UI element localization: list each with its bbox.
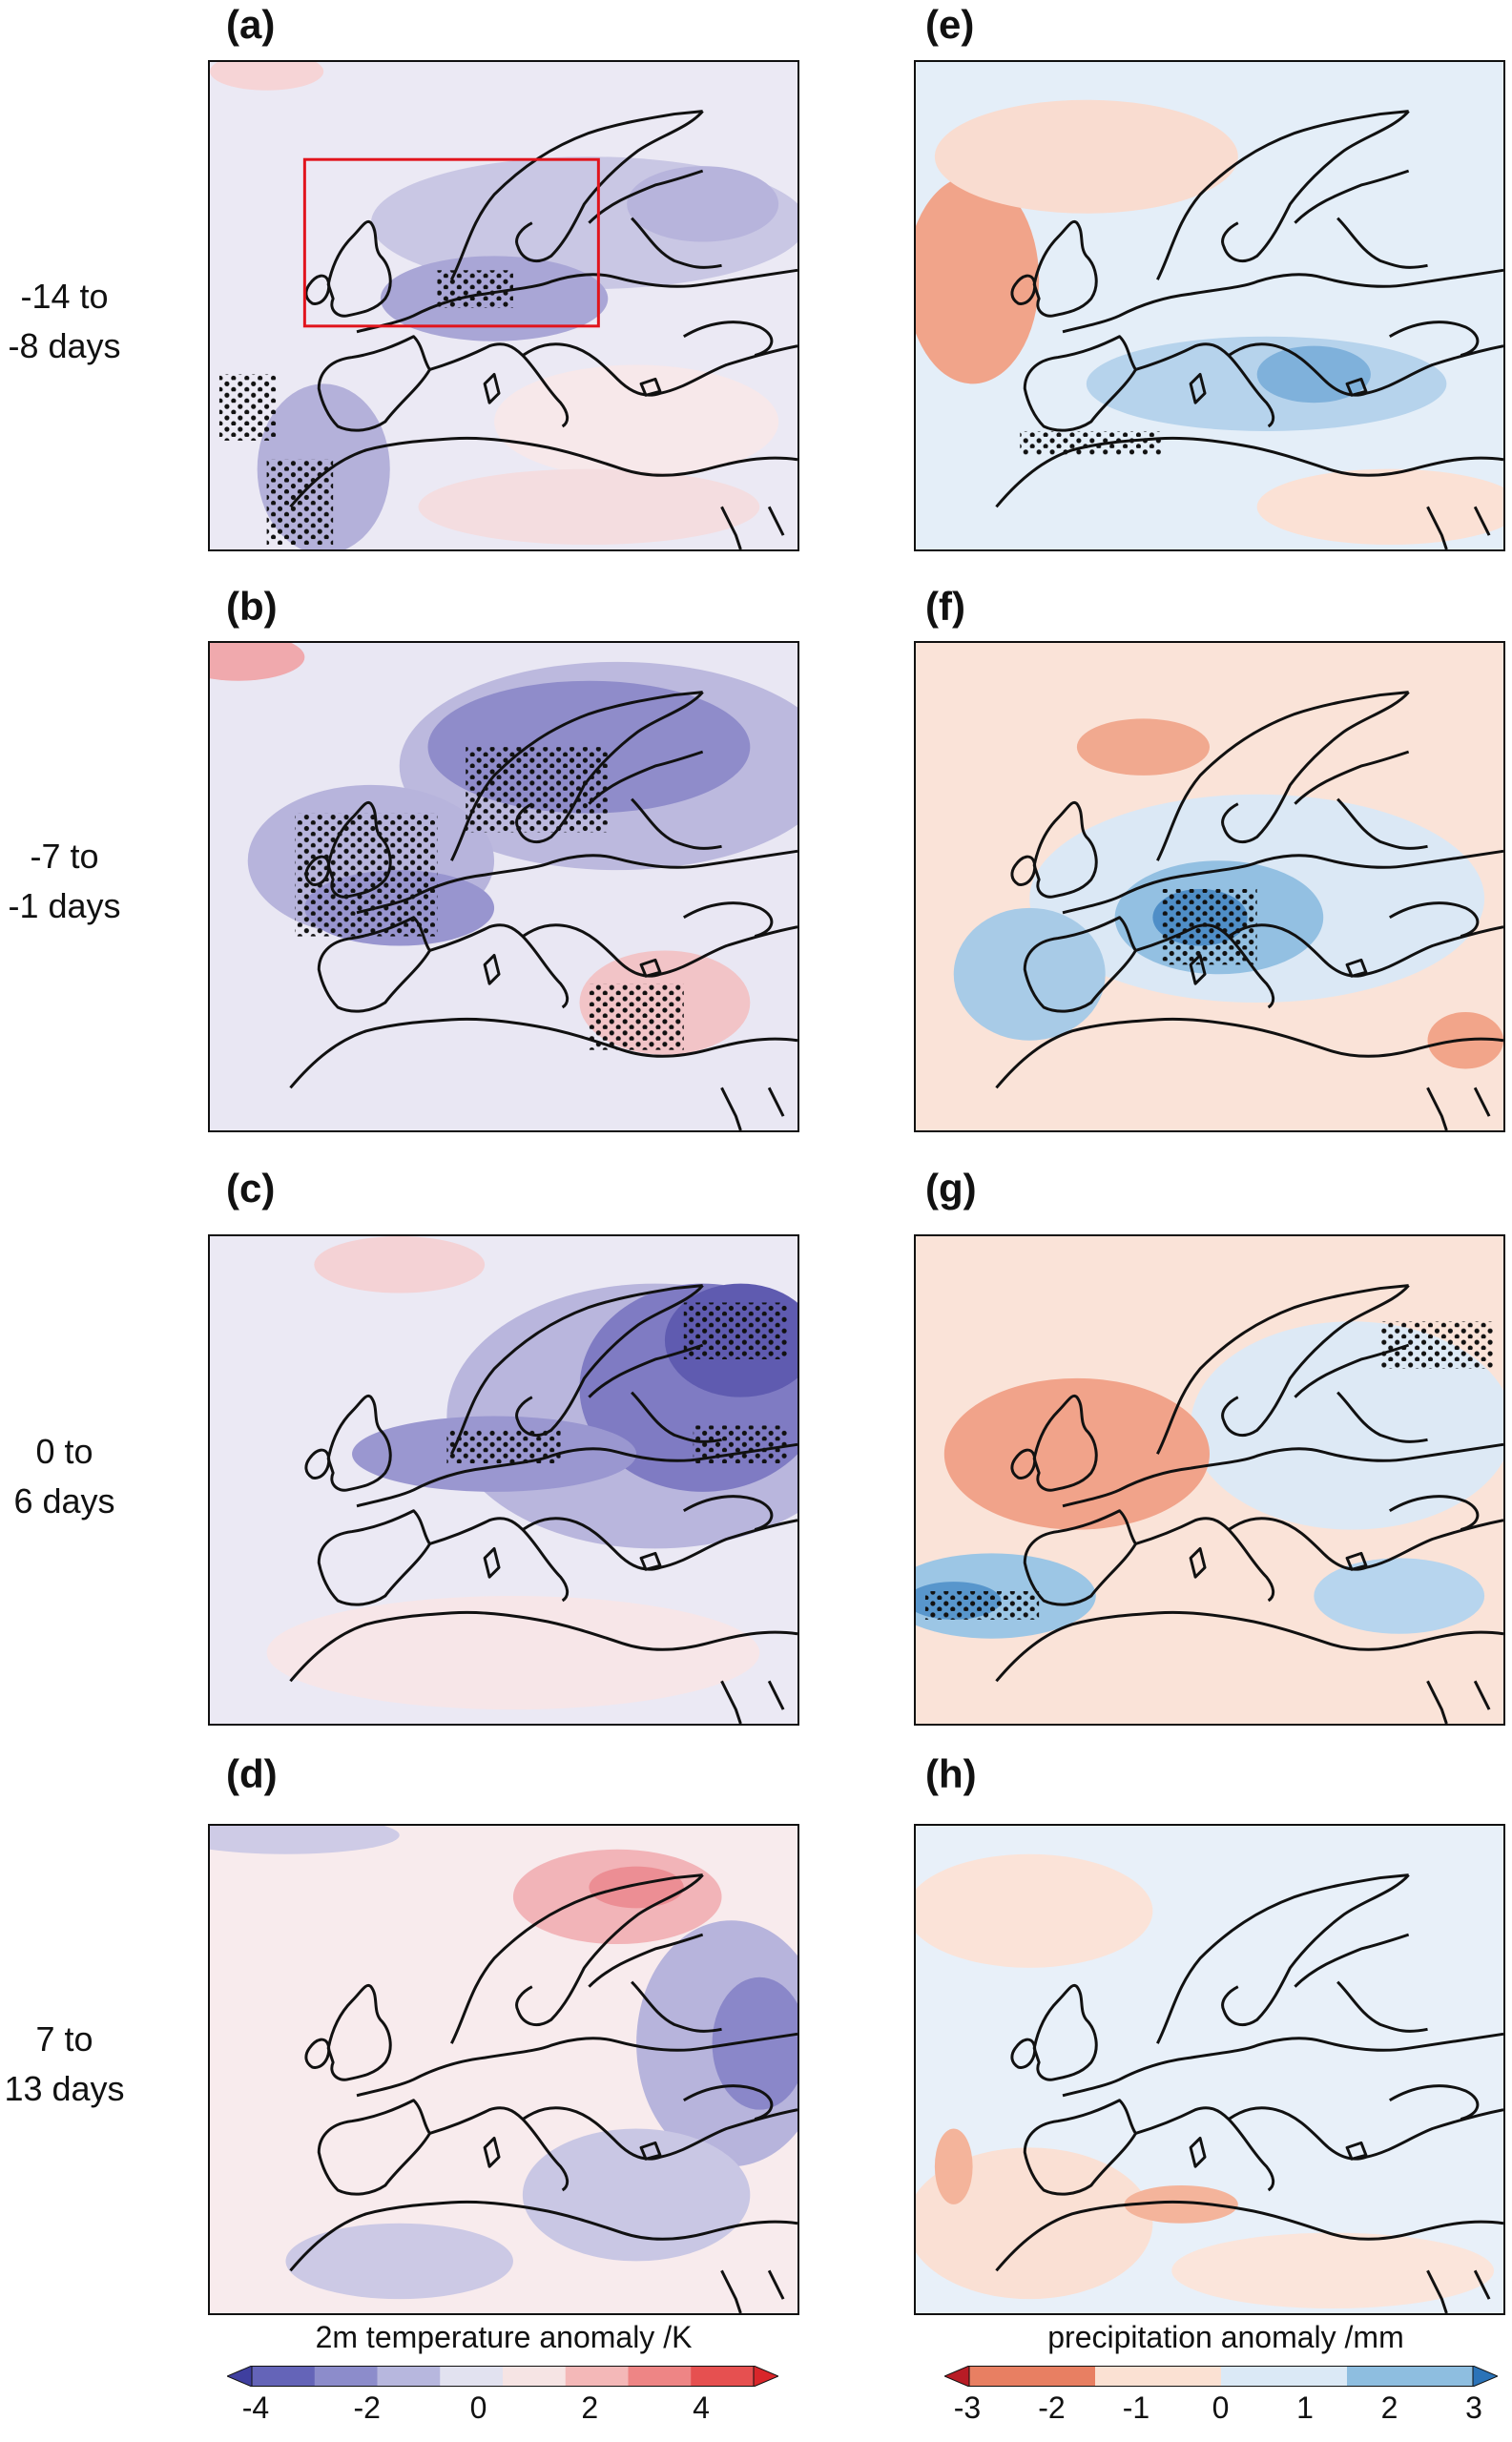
temperature-colorbar-title: 2m temperature anomaly /K xyxy=(315,2320,693,2354)
colorbar-tick-label: -2 xyxy=(1038,2390,1066,2425)
colorbar-segment xyxy=(969,2366,1096,2387)
map-panel-g xyxy=(914,1234,1505,1726)
colorbar-tick-label: -3 xyxy=(953,2390,982,2425)
colorbar-extend-low xyxy=(225,2365,253,2388)
colorbar-segment xyxy=(503,2366,567,2387)
map-panel-h xyxy=(914,1824,1505,2315)
row-label-1: -14 to -8 days xyxy=(8,277,121,365)
colorbar-extend-low xyxy=(942,2365,970,2388)
precipitation-colorbar xyxy=(942,2365,1500,2388)
colorbar-segment xyxy=(1221,2366,1348,2387)
colorbar-tick-label: 1 xyxy=(1296,2390,1314,2425)
temperature-colorbar-ticks: -4 -2 0 2 4 xyxy=(0,2390,1512,2438)
map-panel-b xyxy=(208,641,799,1132)
colorbar-tick-label: 3 xyxy=(1465,2390,1482,2425)
colorbar-segment xyxy=(314,2366,378,2387)
colorbar-tick-label: 2 xyxy=(1380,2390,1398,2425)
colorbar-tick-label: -1 xyxy=(1122,2390,1150,2425)
colorbar-tick-label: 4 xyxy=(693,2390,710,2425)
colorbar-tick-label: -4 xyxy=(241,2390,270,2425)
panel-label-b: (b) xyxy=(226,584,278,629)
colorbar-tick-label: 0 xyxy=(1212,2390,1230,2425)
colorbar-segment xyxy=(565,2366,629,2387)
colorbar-tick-label: -2 xyxy=(353,2390,381,2425)
colorbar-segment xyxy=(1095,2366,1222,2387)
colorbar-segment xyxy=(628,2366,692,2387)
panel-label-a: (a) xyxy=(226,2,276,47)
panel-label-d: (d) xyxy=(226,1751,278,1796)
row-label-4: 7 to 13 days xyxy=(4,2019,125,2108)
map-panel-a xyxy=(208,60,799,551)
row-label-2: -7 to -1 days xyxy=(8,837,121,925)
colorbar-segment xyxy=(377,2366,441,2387)
highlight-box xyxy=(302,157,600,328)
colorbar-segment xyxy=(1347,2366,1474,2387)
map-panel-f xyxy=(914,641,1505,1132)
colorbar-segment xyxy=(252,2366,316,2387)
colorbar-extend-high xyxy=(753,2365,780,2388)
temperature-colorbar xyxy=(225,2365,780,2388)
map-panel-d xyxy=(208,1824,799,2315)
colorbar-extend-high xyxy=(1472,2365,1500,2388)
colorbar-segment xyxy=(691,2366,755,2387)
colorbar-tick-label: 2 xyxy=(581,2390,599,2425)
panel-label-f: (f) xyxy=(925,584,965,629)
precipitation-colorbar-title: precipitation anomaly /mm xyxy=(1047,2320,1404,2354)
colorbar-tick-label: 0 xyxy=(469,2390,487,2425)
precipitation-colorbar-ticks: -3 -2 -1 0 1 2 3 xyxy=(0,2390,1512,2438)
panel-label-e: (e) xyxy=(925,2,975,47)
map-panel-c xyxy=(208,1234,799,1726)
map-panel-e xyxy=(914,60,1505,551)
panel-label-h: (h) xyxy=(925,1751,977,1796)
colorbar-segment xyxy=(440,2366,504,2387)
panel-label-g: (g) xyxy=(925,1166,977,1211)
panel-label-c: (c) xyxy=(226,1166,276,1211)
row-label-3: 0 to 6 days xyxy=(13,1432,115,1521)
